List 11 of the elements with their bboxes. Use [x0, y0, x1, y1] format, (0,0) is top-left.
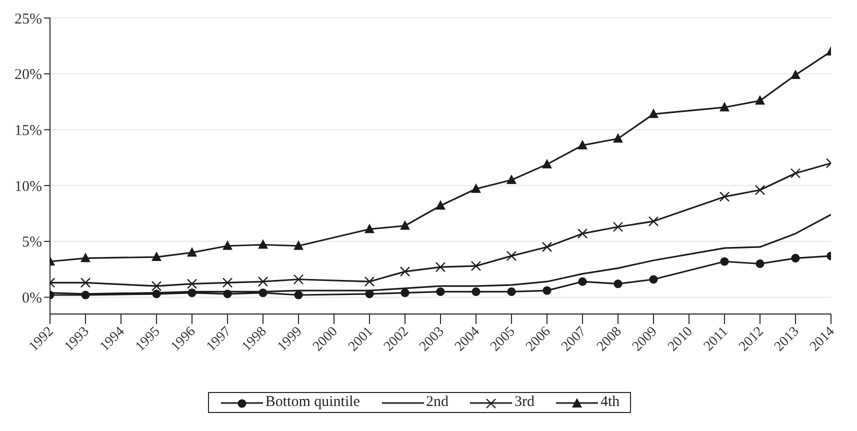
legend-label: 3rd: [514, 394, 534, 411]
legend-label: Bottom quintile: [265, 394, 360, 411]
x-tick-label: 2011: [701, 324, 732, 354]
y-tick-label: 20%: [14, 67, 42, 84]
legend-label: 2nd: [426, 394, 448, 411]
y-tick-label: 5%: [22, 234, 42, 251]
y-tick-label: 25%: [14, 11, 42, 28]
y-tick-label: 15%: [14, 123, 42, 140]
y-tick-label: 0%: [22, 290, 42, 307]
y-tick-label: 10%: [14, 178, 42, 195]
legend-label: 4th: [600, 394, 620, 411]
